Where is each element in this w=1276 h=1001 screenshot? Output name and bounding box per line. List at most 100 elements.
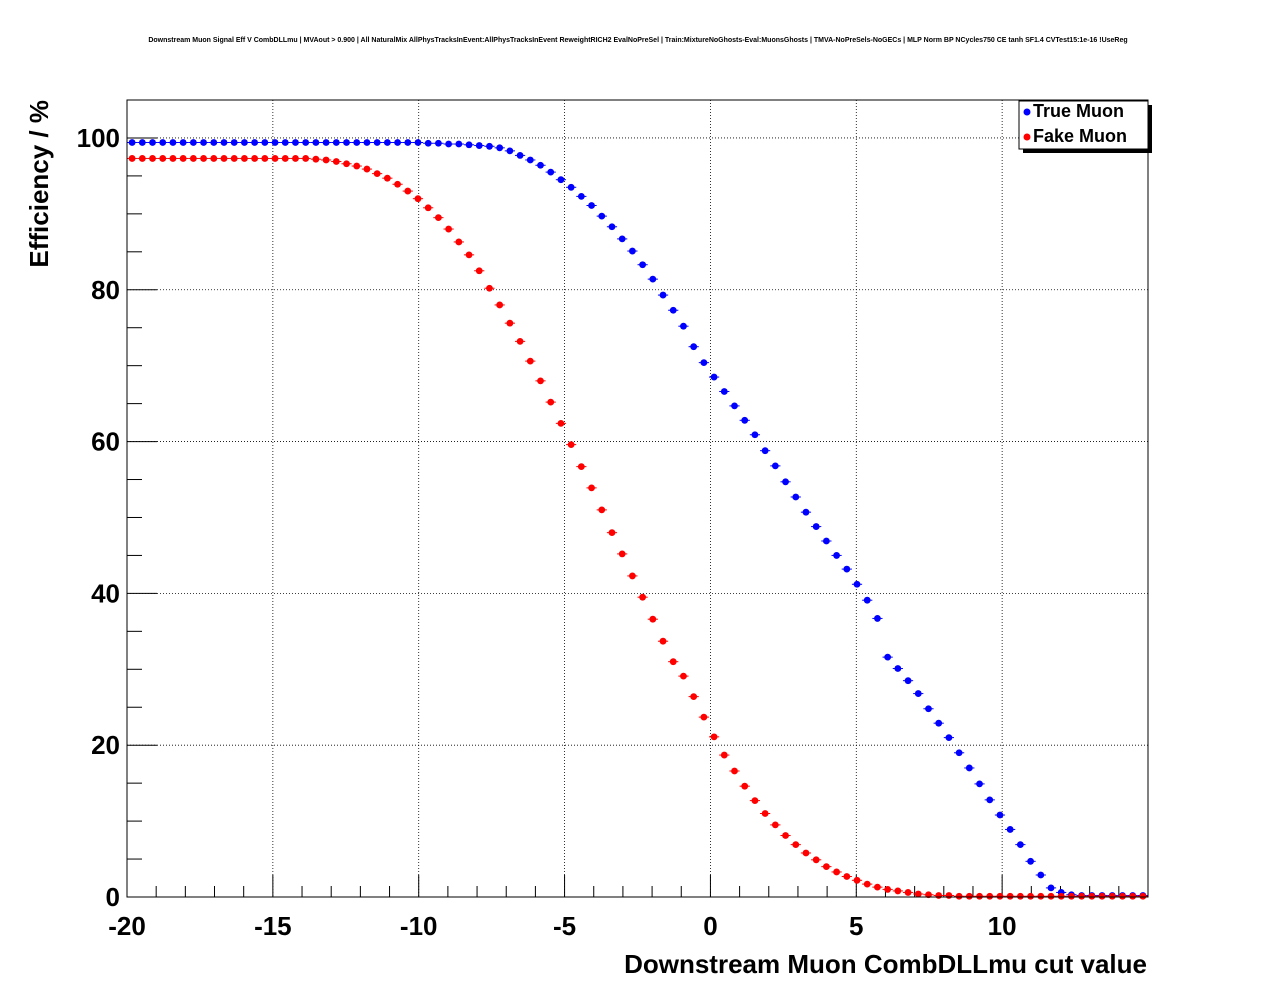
point-fake-muon [179, 155, 187, 162]
y-tick-label: 0 [106, 882, 120, 912]
point-true-muon [996, 811, 1004, 819]
point-fake-muon [200, 155, 207, 162]
point-fake-muon [720, 751, 728, 759]
point-true-muon [465, 141, 473, 149]
point-true-muon [1037, 871, 1045, 879]
x-tick-label: 5 [849, 911, 863, 941]
point-true-muon [659, 291, 667, 299]
point-fake-muon [884, 886, 892, 893]
point-true-muon [935, 719, 943, 727]
y-tick-label: 100 [77, 123, 120, 153]
point-fake-muon [557, 419, 565, 427]
point-fake-muon [1129, 892, 1137, 900]
point-fake-muon [1027, 892, 1034, 900]
point-fake-muon [189, 155, 197, 162]
point-fake-muon [771, 821, 779, 829]
point-true-muon [200, 139, 207, 146]
point-true-muon [1016, 841, 1024, 849]
point-true-muon [833, 552, 840, 559]
point-true-muon [169, 139, 177, 146]
point-fake-muon [537, 377, 544, 385]
point-true-muon [496, 144, 504, 152]
point-true-muon [241, 139, 248, 146]
point-fake-muon [414, 195, 422, 203]
point-fake-muon [853, 876, 861, 884]
point-true-muon [904, 677, 912, 685]
point-fake-muon [149, 155, 156, 162]
point-true-muon [271, 139, 279, 146]
grid-lines [127, 100, 1148, 897]
x-tick-label: 0 [703, 911, 717, 941]
point-fake-muon [598, 506, 606, 514]
x-tick-label: -20 [108, 911, 146, 941]
point-fake-muon [332, 158, 340, 165]
point-fake-muon [435, 214, 442, 222]
point-true-muon [404, 139, 412, 146]
point-fake-muon [394, 180, 401, 188]
point-fake-muon [731, 767, 738, 775]
point-fake-muon [312, 155, 320, 163]
data-points [127, 139, 1148, 900]
point-true-muon [680, 322, 687, 330]
point-fake-muon [680, 672, 687, 680]
point-true-muon [618, 235, 626, 243]
point-true-muon [955, 749, 963, 757]
point-true-muon [1047, 884, 1055, 892]
point-true-muon [281, 139, 289, 146]
point-true-muon [435, 139, 442, 147]
x-tick-label: -5 [553, 911, 576, 941]
point-true-muon [537, 161, 544, 169]
legend-label-true-muon: True Muon [1033, 101, 1124, 121]
point-fake-muon [1047, 892, 1055, 900]
point-true-muon [567, 183, 575, 191]
point-fake-muon [700, 713, 708, 721]
chart-title: Downstream Muon Signal Eff V CombDLLmu |… [148, 37, 1127, 44]
point-fake-muon [976, 892, 983, 900]
point-fake-muon [1057, 892, 1065, 900]
point-fake-muon [914, 890, 922, 898]
point-fake-muon [383, 174, 391, 182]
point-true-muon [588, 202, 595, 209]
point-fake-muon [1139, 892, 1147, 900]
point-true-muon [302, 139, 310, 146]
point-fake-muon [843, 873, 851, 880]
point-true-muon [598, 212, 606, 220]
point-fake-muon [465, 251, 473, 259]
point-true-muon [1027, 857, 1034, 865]
point-fake-muon [169, 155, 177, 162]
legend-box [1018, 100, 1149, 150]
point-fake-muon [996, 892, 1004, 900]
point-fake-muon [1119, 892, 1126, 900]
point-true-muon [557, 176, 565, 184]
point-true-muon [731, 402, 738, 410]
point-fake-muon [812, 856, 820, 864]
point-fake-muon [608, 529, 616, 537]
point-true-muon [210, 139, 218, 146]
point-fake-muon [1037, 892, 1045, 900]
point-fake-muon [547, 398, 555, 406]
point-true-muon [455, 140, 463, 148]
point-true-muon [312, 139, 320, 146]
point-true-muon [894, 665, 902, 672]
point-fake-muon [935, 892, 943, 899]
point-true-muon [976, 780, 983, 788]
point-fake-muon [792, 841, 800, 849]
point-fake-muon [475, 267, 483, 275]
point-true-muon [445, 140, 453, 148]
x-tick-label: -10 [400, 911, 438, 941]
point-fake-muon [690, 693, 698, 701]
point-true-muon [159, 139, 167, 146]
point-fake-muon [782, 832, 789, 839]
point-true-muon [863, 596, 871, 604]
point-fake-muon [353, 162, 361, 170]
point-fake-muon [322, 156, 330, 164]
point-fake-muon [874, 883, 881, 891]
point-true-muon [577, 192, 585, 200]
point-true-muon [414, 139, 422, 146]
point-fake-muon [159, 155, 167, 162]
legend-label-fake-muon: Fake Muon [1033, 126, 1127, 146]
point-fake-muon [343, 160, 350, 168]
point-fake-muon [802, 849, 810, 857]
point-true-muon [710, 373, 718, 381]
point-true-muon [383, 139, 391, 146]
